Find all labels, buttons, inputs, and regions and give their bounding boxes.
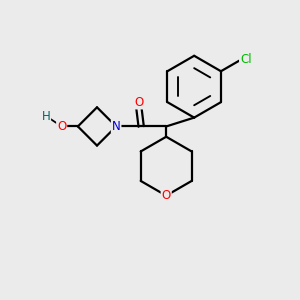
Text: Cl: Cl (240, 53, 252, 66)
Text: O: O (134, 95, 143, 109)
Text: O: O (162, 189, 171, 202)
Text: N: N (112, 120, 121, 133)
Text: O: O (57, 120, 66, 133)
Text: H: H (41, 110, 50, 123)
